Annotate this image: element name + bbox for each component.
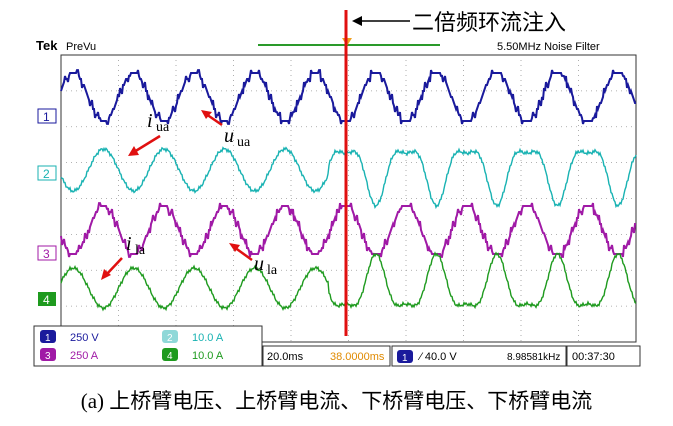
svg-text:4: 4 [43,293,50,307]
trigger-box [391,345,567,367]
svg-text:2: 2 [43,167,50,181]
svg-text:i: i [126,233,132,255]
ch1-scale: 1 250 V [40,330,99,344]
ch2-scale: 2 10.0 A [162,330,224,344]
svg-text:3: 3 [43,247,50,261]
trace-ch4-lower-arm-current [60,251,637,312]
trace-ch3-lower-arm-voltage [60,202,636,258]
ch3-scale: 3 250 A [40,348,99,362]
svg-text:1: 1 [43,110,50,124]
timebase-value: 20.0ms [267,351,304,363]
svg-text:la: la [135,243,146,258]
svg-text:250 V: 250 V [70,332,99,344]
clock-box [566,345,641,367]
svg-text:la: la [267,263,278,278]
channel-4-marker: 4 [38,292,56,307]
injection-label: 二倍频环流注入 [412,10,566,35]
position-value: 38.0000ms [330,351,385,363]
mode-label: PreVu [66,41,96,53]
svg-text:u: u [254,253,264,275]
svg-text:3: 3 [45,351,51,362]
svg-text:u: u [224,125,234,147]
trace-ch2-upper-arm-current [60,146,637,210]
trigger-level: ⁄ 40.0 V [417,351,457,363]
svg-text:ua: ua [237,135,251,150]
brand-label: Tek [36,38,58,53]
channel-1-marker: 1 [37,108,57,124]
timebase-box [262,345,391,367]
label-u-la: u la [254,253,278,278]
frequency-readout: 8.98581kHz [507,352,560,363]
grid [61,55,636,342]
channel-2-marker: 2 [37,165,57,181]
svg-text:4: 4 [167,351,173,362]
svg-text:1: 1 [45,333,51,344]
ch4-scale: 4 10.0 A [162,348,224,362]
svg-text:10.0 A: 10.0 A [192,350,224,362]
trigger-channel: 1 [402,353,408,364]
filter-label: 5.50MHz Noise Filter [497,41,600,53]
channel-scale-panel [33,325,263,367]
svg-text:10.0 A: 10.0 A [192,332,224,344]
label-u-ua: u ua [224,125,251,150]
svg-text:i: i [147,110,153,132]
traces [60,69,637,312]
svg-text:2: 2 [167,333,173,344]
figure-caption: (a) 上桥臂电压、上桥臂电流、下桥臂电压、下桥臂电流 [80,389,593,413]
svg-text:ua: ua [156,120,170,135]
channel-3-marker: 3 [37,245,57,261]
clock-readout: 00:37:30 [572,351,615,363]
label-i-la: i la [126,233,146,258]
svg-text:250 A: 250 A [70,350,99,362]
trace-ch1-upper-arm-voltage [60,69,636,125]
label-i-ua: i ua [147,110,170,135]
